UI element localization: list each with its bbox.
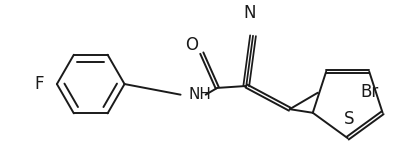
Text: O: O <box>185 36 198 54</box>
Text: NH: NH <box>188 87 211 102</box>
Text: S: S <box>344 111 355 128</box>
Text: Br: Br <box>360 83 378 101</box>
Text: F: F <box>34 75 43 93</box>
Text: N: N <box>244 4 256 22</box>
